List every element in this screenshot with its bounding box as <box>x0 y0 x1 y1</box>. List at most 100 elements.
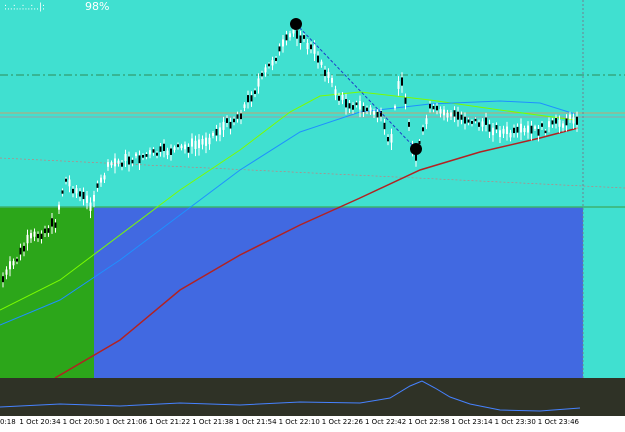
candle-body <box>191 138 193 147</box>
candle-body <box>93 194 95 202</box>
candle-body <box>432 105 435 110</box>
candle-body <box>492 127 494 136</box>
candle-body <box>149 150 151 155</box>
moving-average-red <box>54 127 579 379</box>
candle-body <box>541 123 543 127</box>
candle-body <box>89 202 92 211</box>
candle-body <box>222 121 225 130</box>
candle-body <box>261 72 263 77</box>
candle-body <box>2 276 4 283</box>
candle-body <box>68 179 71 187</box>
candle-body <box>471 121 473 124</box>
candle-body <box>177 144 179 148</box>
indicator-line <box>0 380 581 412</box>
candle-body <box>572 117 575 124</box>
swing-marker <box>290 18 302 30</box>
candle-body <box>355 102 358 106</box>
candle-body <box>362 106 365 112</box>
candle-body <box>247 95 249 103</box>
candle-body <box>138 155 141 164</box>
candle-body <box>334 89 337 96</box>
candle-body <box>450 112 452 117</box>
candle-body <box>425 118 428 125</box>
candle-body <box>408 122 410 127</box>
candle-body <box>558 119 561 127</box>
blue-zone <box>94 207 583 378</box>
candle-body <box>243 104 246 108</box>
candle-body <box>495 125 498 130</box>
candle-body <box>460 114 463 120</box>
candle-body <box>548 121 550 128</box>
candle-body <box>82 191 85 200</box>
candle-body <box>184 144 186 150</box>
time-label: 1 Oct 22:26 <box>322 418 364 426</box>
candle-body <box>240 113 242 120</box>
candle-body <box>75 188 78 194</box>
candle-body <box>79 191 81 197</box>
candle-body <box>19 247 22 255</box>
candle-body <box>65 178 67 182</box>
candle-body <box>37 233 39 239</box>
candle-body <box>268 63 270 67</box>
candle-body <box>159 146 162 152</box>
candle-body <box>429 103 431 109</box>
candle-body <box>264 67 267 73</box>
candle-body <box>257 78 260 87</box>
candle-body <box>348 103 351 109</box>
candle-body <box>208 137 211 145</box>
candle-body <box>30 233 32 239</box>
candle-body <box>317 55 319 63</box>
candle-body <box>502 128 505 134</box>
candle-body <box>394 105 396 109</box>
candle-body <box>170 148 172 155</box>
candle-body <box>523 128 526 133</box>
candle-body <box>117 160 120 164</box>
candle-body <box>58 204 60 210</box>
candle-body <box>341 95 344 100</box>
time-label: 1 Oct 22:58 <box>408 418 449 426</box>
candle-body <box>145 154 148 157</box>
candle-body <box>366 107 368 112</box>
candle-body <box>219 127 221 135</box>
candle-body <box>180 145 183 149</box>
candle-body <box>380 111 382 117</box>
candle-body <box>404 97 407 104</box>
candle-body <box>488 124 491 132</box>
green-zone <box>0 207 94 378</box>
candle-body <box>114 158 116 167</box>
time-label: 1 Oct 23:30 <box>495 418 536 426</box>
candle-body <box>352 105 354 110</box>
candle-body <box>299 35 302 43</box>
candle-body <box>198 139 200 149</box>
candle-body <box>551 120 554 125</box>
candle-body <box>282 39 284 47</box>
candle-body <box>436 105 438 111</box>
candle-body <box>23 245 25 252</box>
candle-body <box>9 261 11 270</box>
time-label: 1 Oct 21:54 <box>235 418 277 426</box>
time-label: 1 Oct 22:10 <box>279 418 320 426</box>
trend-line <box>0 157 625 189</box>
candle-body <box>33 231 36 237</box>
candle-body <box>530 125 533 134</box>
candle-body <box>121 162 123 167</box>
candle-body <box>47 228 50 233</box>
candle-body <box>422 127 424 132</box>
candle-body <box>478 122 480 127</box>
candle-body <box>474 118 477 122</box>
candle-body <box>271 60 274 66</box>
candle-body <box>233 118 235 123</box>
candle-body <box>296 30 298 39</box>
candle-body <box>303 35 305 39</box>
time-label: 1 Oct 20:34 <box>19 418 61 426</box>
candle-body <box>285 34 288 41</box>
candle-body <box>250 95 253 102</box>
candle-body <box>369 107 372 112</box>
candle-body <box>499 130 501 138</box>
candle-body <box>163 143 165 151</box>
candle-body <box>534 126 536 129</box>
candle-body <box>387 136 389 142</box>
candle-body <box>555 118 557 124</box>
candle-body <box>110 162 113 166</box>
time-axis <box>0 416 625 428</box>
